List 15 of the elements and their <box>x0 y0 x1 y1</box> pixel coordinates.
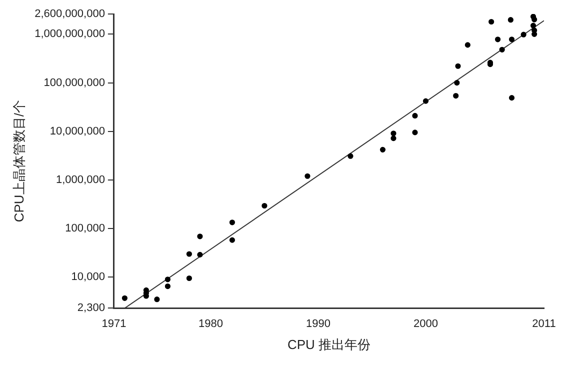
y-tick-label: 10,000 <box>71 271 105 284</box>
y-tick-label: 1,000,000 <box>56 174 105 186</box>
y-axis-title: CPU上晶体管数目/个 <box>11 100 26 222</box>
y-tick-label: 100,000,000 <box>44 76 105 89</box>
x-tick-label: 1971 <box>102 318 126 330</box>
x-tick-label: 1990 <box>306 318 330 330</box>
x-axis-title: CPU 推出年份 <box>287 336 371 352</box>
y-tick-label: 100,000 <box>65 222 105 235</box>
y-tick-label: 10,000,000 <box>50 125 105 138</box>
y-tick-label: 2,300 <box>77 302 105 314</box>
x-tick-label: 2011 <box>532 318 556 330</box>
x-tick-label: 2000 <box>413 318 438 330</box>
y-tick-label: 1,000,000,000 <box>34 28 105 40</box>
x-tick-label: 1980 <box>198 318 223 330</box>
y-tick-label: 2,600,000,000 <box>34 8 105 20</box>
